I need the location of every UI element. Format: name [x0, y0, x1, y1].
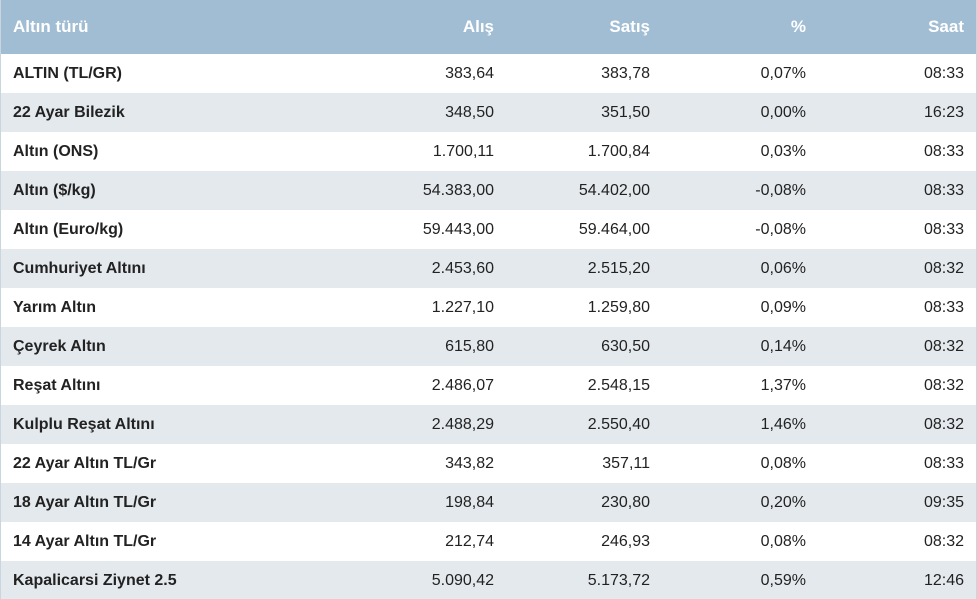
sell-price-cell: 2.515,20 — [506, 249, 662, 288]
sell-price-cell: 1.259,80 — [506, 288, 662, 327]
gold-type-cell: Yarım Altın — [1, 288, 351, 327]
buy-price-cell: 198,84 — [351, 483, 506, 522]
header-sell[interactable]: Satış — [506, 0, 662, 54]
change-percent-cell: 1,37% — [662, 366, 818, 405]
change-percent-cell: -0,08% — [662, 210, 818, 249]
change-percent-cell: -0,08% — [662, 171, 818, 210]
sell-price-cell: 59.464,00 — [506, 210, 662, 249]
update-time-cell: 09:35 — [818, 483, 976, 522]
buy-price-cell: 2.453,60 — [351, 249, 506, 288]
change-percent-cell: 1,46% — [662, 405, 818, 444]
table-row: 14 Ayar Altın TL/Gr 212,74 246,93 0,08% 08:3… — [1, 522, 976, 561]
buy-price-cell: 343,82 — [351, 444, 506, 483]
sell-price-cell: 383,78 — [506, 54, 662, 93]
change-percent-cell: 0,03% — [662, 132, 818, 171]
table-row: Altın (Euro/kg) 59.443,00 59.464,00 -0,08% 0… — [1, 210, 976, 249]
sell-price-cell: 246,93 — [506, 522, 662, 561]
change-percent-cell: 0,09% — [662, 288, 818, 327]
gold-type-cell: Altın (ONS) — [1, 132, 351, 171]
buy-price-cell: 54.383,00 — [351, 171, 506, 210]
header-time[interactable]: Saat — [818, 0, 976, 54]
buy-price-cell: 2.486,07 — [351, 366, 506, 405]
buy-price-cell: 383,64 — [351, 54, 506, 93]
table-row: Çeyrek Altın 615,80 630,50 0,14% 08:32 — [1, 327, 976, 366]
table-header-row: Altın türü Alış Satış % Saat — [1, 0, 976, 54]
table-row: Kulplu Reşat Altını 2.488,29 2.550,40 1,46%… — [1, 405, 976, 444]
update-time-cell: 08:33 — [818, 210, 976, 249]
gold-type-cell: Cumhuriyet Altını — [1, 249, 351, 288]
table-row: Yarım Altın 1.227,10 1.259,80 0,09% 08:33 — [1, 288, 976, 327]
update-time-cell: 08:32 — [818, 366, 976, 405]
table-row: Kapalicarsi Ziynet 2.5 5.090,42 5.173,72 0,… — [1, 561, 976, 599]
sell-price-cell: 230,80 — [506, 483, 662, 522]
table-row: 22 Ayar Altın TL/Gr 343,82 357,11 0,08% 08:3… — [1, 444, 976, 483]
update-time-cell: 08:32 — [818, 405, 976, 444]
buy-price-cell: 1.700,11 — [351, 132, 506, 171]
gold-type-cell: Reşat Altını — [1, 366, 351, 405]
buy-price-cell: 5.090,42 — [351, 561, 506, 599]
gold-type-cell: Kapalicarsi Ziynet 2.5 — [1, 561, 351, 599]
update-time-cell: 08:33 — [818, 444, 976, 483]
buy-price-cell: 615,80 — [351, 327, 506, 366]
table-row: Altın ($/kg) 54.383,00 54.402,00 -0,08% 08:3… — [1, 171, 976, 210]
gold-type-cell: 18 Ayar Altın TL/Gr — [1, 483, 351, 522]
update-time-cell: 08:32 — [818, 327, 976, 366]
change-percent-cell: 0,14% — [662, 327, 818, 366]
sell-price-cell: 630,50 — [506, 327, 662, 366]
gold-type-cell: 22 Ayar Bilezik — [1, 93, 351, 132]
table-row: Altın (ONS) 1.700,11 1.700,84 0,03% 08:33 — [1, 132, 976, 171]
update-time-cell: 08:33 — [818, 132, 976, 171]
buy-price-cell: 212,74 — [351, 522, 506, 561]
change-percent-cell: 0,07% — [662, 54, 818, 93]
sell-price-cell: 2.550,40 — [506, 405, 662, 444]
sell-price-cell: 351,50 — [506, 93, 662, 132]
gold-type-cell: Altın ($/kg) — [1, 171, 351, 210]
buy-price-cell: 348,50 — [351, 93, 506, 132]
table-body: ALTIN (TL/GR) 383,64 383,78 0,07% 08:33 22 Ay… — [1, 54, 976, 599]
gold-type-cell: 14 Ayar Altın TL/Gr — [1, 522, 351, 561]
table-row: ALTIN (TL/GR) 383,64 383,78 0,07% 08:33 — [1, 54, 976, 93]
sell-price-cell: 5.173,72 — [506, 561, 662, 599]
table-row: Cumhuriyet Altını 2.453,60 2.515,20 0,06% 08… — [1, 249, 976, 288]
update-time-cell: 08:32 — [818, 249, 976, 288]
update-time-cell: 12:46 — [818, 561, 976, 599]
sell-price-cell: 357,11 — [506, 444, 662, 483]
gold-type-cell: Kulplu Reşat Altını — [1, 405, 351, 444]
buy-price-cell: 2.488,29 — [351, 405, 506, 444]
change-percent-cell: 0,08% — [662, 522, 818, 561]
update-time-cell: 08:33 — [818, 54, 976, 93]
gold-type-cell: 22 Ayar Altın TL/Gr — [1, 444, 351, 483]
change-percent-cell: 0,59% — [662, 561, 818, 599]
header-percent[interactable]: % — [662, 0, 818, 54]
update-time-cell: 08:33 — [818, 288, 976, 327]
buy-price-cell: 1.227,10 — [351, 288, 506, 327]
gold-type-cell: Çeyrek Altın — [1, 327, 351, 366]
sell-price-cell: 2.548,15 — [506, 366, 662, 405]
change-percent-cell: 0,06% — [662, 249, 818, 288]
sell-price-cell: 1.700,84 — [506, 132, 662, 171]
table-row: 22 Ayar Bilezik 348,50 351,50 0,00% 16:23 — [1, 93, 976, 132]
table-row: Reşat Altını 2.486,07 2.548,15 1,37% 08:32 — [1, 366, 976, 405]
sell-price-cell: 54.402,00 — [506, 171, 662, 210]
gold-type-cell: Altın (Euro/kg) — [1, 210, 351, 249]
change-percent-cell: 0,08% — [662, 444, 818, 483]
header-gold-type[interactable]: Altın türü — [1, 0, 351, 54]
change-percent-cell: 0,20% — [662, 483, 818, 522]
buy-price-cell: 59.443,00 — [351, 210, 506, 249]
update-time-cell: 08:32 — [818, 522, 976, 561]
table-row: 18 Ayar Altın TL/Gr 198,84 230,80 0,20% 09:3… — [1, 483, 976, 522]
update-time-cell: 08:33 — [818, 171, 976, 210]
gold-type-cell: ALTIN (TL/GR) — [1, 54, 351, 93]
change-percent-cell: 0,00% — [662, 93, 818, 132]
header-buy[interactable]: Alış — [351, 0, 506, 54]
update-time-cell: 16:23 — [818, 93, 976, 132]
